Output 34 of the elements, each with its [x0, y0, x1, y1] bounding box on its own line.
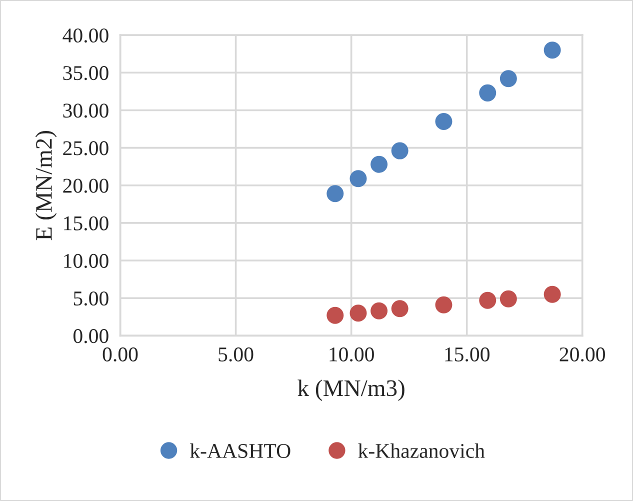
- x-tick-label: 15.00: [445, 347, 490, 362]
- y-tick-label: 40.00: [62, 28, 108, 43]
- y-axis-title: E (MN/m2): [35, 130, 57, 240]
- point: [370, 302, 388, 320]
- y-tick-label: 5.00: [74, 291, 108, 306]
- point: [500, 70, 517, 88]
- x-axis-title: k (MN/m3): [298, 380, 404, 401]
- x-tick-label: 0.00: [102, 347, 138, 362]
- point: [479, 84, 496, 102]
- point: [350, 304, 367, 322]
- point: [544, 42, 561, 59]
- point: [370, 156, 388, 173]
- y-tick-label: 0.00: [73, 329, 108, 344]
- y-tick-label: 15.00: [64, 216, 108, 230]
- point: [435, 296, 452, 314]
- legend-label: k-Khazanovich: [358, 443, 485, 458]
- point: [544, 286, 561, 303]
- legend-label: k-AASHTO: [190, 443, 290, 458]
- point: [500, 290, 517, 308]
- y-tick-label: 10.00: [64, 254, 108, 268]
- point: [391, 300, 408, 318]
- point: [435, 112, 452, 130]
- y-tick-label: 25.00: [63, 141, 108, 156]
- point: [350, 170, 367, 188]
- y-tick-label: 20.00: [63, 178, 108, 193]
- x-tick-label: 10.00: [330, 347, 374, 362]
- point: [326, 185, 344, 202]
- x-tick-label: 20.00: [560, 347, 606, 362]
- y-tick-label: 30.00: [63, 104, 108, 118]
- x-tick-label: 5.00: [218, 347, 254, 362]
- point: [479, 292, 496, 309]
- y-tick-label: 35.00: [63, 66, 108, 80]
- point: [326, 306, 344, 324]
- point: [391, 142, 408, 160]
